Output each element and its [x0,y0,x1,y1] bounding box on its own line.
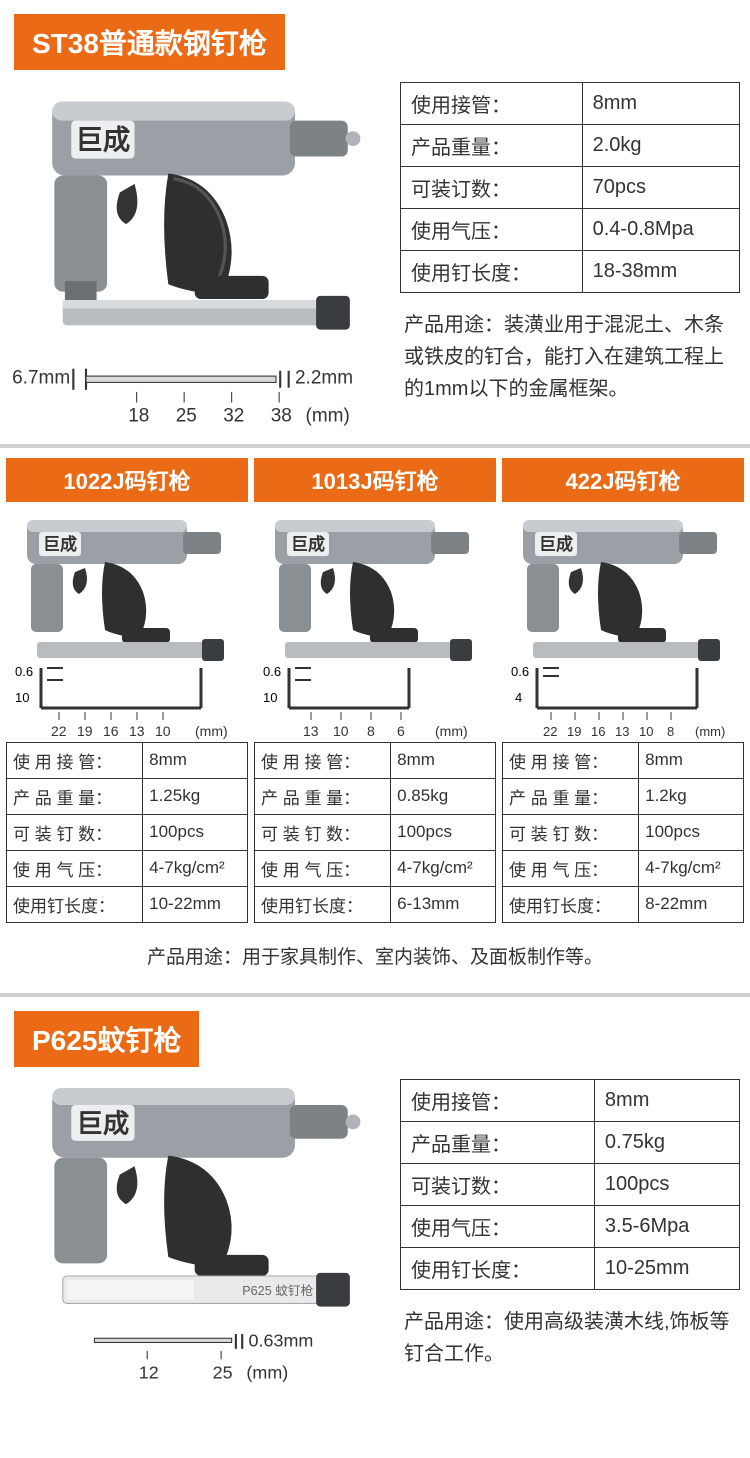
svg-text:0.6: 0.6 [263,664,281,679]
spec-table: 使 用 接 管：8mm 产 品 重 量：1.2kg 可 装 钉 数：100pcs… [502,742,744,923]
product-image: 巨成 P625 蚊钉枪 0.63mm [10,1067,390,1389]
svg-text:(mm): (mm) [195,723,228,739]
svg-text:10: 10 [155,723,171,739]
product-p625: P625蚊钉枪 巨成 P625 蚊钉枪 [0,997,750,1399]
svg-text:4: 4 [515,690,522,705]
svg-text:10: 10 [639,724,653,739]
staple-diagram: 0.6 10 13 10 8 6 (mm) [254,662,496,742]
spec-table: 使 用 接 管：8mm 产 品 重 量：1.25kg 可 装 钉 数：100pc… [6,742,248,923]
nail-diagram: 0.63mm 12 25 (mm) [94,1331,313,1383]
svg-text:10: 10 [263,690,277,705]
svg-text:(mm): (mm) [695,724,725,739]
product-image: 巨成 [6,502,248,662]
svg-text:巨成: 巨成 [77,1109,130,1139]
svg-text:22: 22 [51,723,67,739]
svg-text:38: 38 [271,405,292,426]
svg-text:12: 12 [139,1363,159,1383]
product-title: 1013J码钉枪 [254,458,496,502]
svg-text:巨成: 巨成 [43,534,77,554]
svg-text:18: 18 [128,405,149,426]
triple-products: 1022J码钉枪 巨成 0.6 10 22 19 16 13 [0,448,750,923]
triple-description: 产品用途：用于家具制作、室内装饰、及面板制作等。 [0,923,750,993]
product-description: 产品用途：使用高级装潢木线,饰板等钉合工作。 [400,1290,740,1386]
nail-diagram: 6.7mm 2.2mm 18 25 32 38 [12,367,353,426]
product-1022j: 1022J码钉枪 巨成 0.6 10 22 19 16 13 [6,458,248,923]
spec-value: 8mm [582,83,739,125]
spec-table: 使 用 接 管：8mm 产 品 重 量：0.85kg 可 装 钉 数：100pc… [254,742,496,923]
product-1013j: 1013J码钉枪 巨成 0.6 10 13 10 8 6 [254,458,496,923]
svg-text:(mm): (mm) [306,405,350,426]
svg-text:(mm): (mm) [435,723,468,739]
svg-text:32: 32 [223,405,244,426]
svg-text:19: 19 [567,724,581,739]
spec-value: 70pcs [582,167,739,209]
spec-label: 可装订数： [401,167,583,209]
svg-text:巨成: 巨成 [291,534,325,554]
product-description: 产品用途：装潢业用于混泥土、木条或铁皮的钉合，能打入在建筑工程上的1mm以下的金… [400,293,740,421]
spec-table: 使用接管：8mm 产品重量：0.75kg 可装订数：100pcs 使用气压：3.… [400,1079,740,1290]
spec-label: 使用接管： [401,83,583,125]
product-title: 422J码钉枪 [502,458,744,502]
svg-text:8: 8 [367,723,375,739]
svg-text:P625 蚊钉枪: P625 蚊钉枪 [242,1283,313,1298]
product-image: 巨成 [10,70,390,434]
product-title: 1022J码钉枪 [6,458,248,502]
svg-text:6: 6 [397,723,405,739]
spec-value: 2.0kg [582,125,739,167]
svg-text:(mm): (mm) [246,1363,288,1383]
product-422j: 422J码钉枪 巨成 0.6 4 22 19 16 13 [502,458,744,923]
svg-text:13: 13 [129,723,145,739]
spec-label: 使用气压： [401,209,583,251]
svg-text:0.6: 0.6 [511,664,529,679]
svg-text:22: 22 [543,724,557,739]
staple-diagram: 0.6 10 22 19 16 13 10 (mm) [6,662,248,742]
svg-text:8: 8 [667,724,674,739]
svg-text:10: 10 [15,690,29,705]
staple-diagram: 0.6 4 22 19 16 13 10 8 (mm) [502,662,744,742]
svg-text:2.2mm: 2.2mm [295,367,353,388]
spec-value: 0.4-0.8Mpa [582,209,739,251]
spec-label: 产品重量： [401,125,583,167]
svg-text:25: 25 [176,405,197,426]
spec-value: 18-38mm [582,251,739,293]
svg-text:13: 13 [303,723,319,739]
brand-label: 巨成 [75,124,130,155]
svg-text:19: 19 [77,723,93,739]
svg-text:25: 25 [213,1363,233,1383]
product-title: ST38普通款钢钉枪 [14,14,285,70]
product-title: P625蚊钉枪 [14,1011,199,1067]
svg-text:0.63mm: 0.63mm [249,1331,314,1351]
svg-text:巨成: 巨成 [539,534,573,554]
spec-label: 使用钉长度： [401,251,583,293]
svg-text:0.6: 0.6 [15,664,33,679]
svg-text:6.7mm: 6.7mm [12,367,70,388]
svg-text:16: 16 [591,724,605,739]
spec-table: 使用接管：8mm 产品重量：2.0kg 可装订数：70pcs 使用气压：0.4-… [400,82,740,293]
svg-text:10: 10 [333,723,349,739]
product-st38: ST38普通款钢钉枪 巨成 [0,0,750,448]
product-image: 巨成 [254,502,496,662]
svg-text:16: 16 [103,723,119,739]
svg-text:13: 13 [615,724,629,739]
product-image: 巨成 [502,502,744,662]
